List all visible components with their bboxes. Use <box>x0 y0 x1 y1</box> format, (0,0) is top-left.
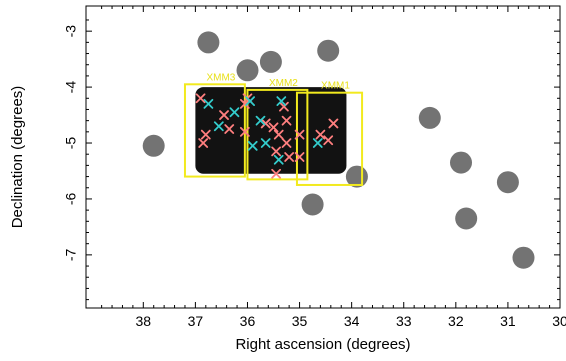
source-marker <box>229 107 240 118</box>
y-tick-label: -4 <box>63 81 79 94</box>
source-marker <box>279 101 289 112</box>
source-marker <box>328 118 339 129</box>
y-tick-label: -6 <box>63 193 79 206</box>
source-marker <box>294 152 305 162</box>
deep-pointing <box>236 59 259 82</box>
deep-pointing <box>317 39 340 62</box>
x-tick-label: 35 <box>292 313 308 329</box>
source-marker <box>239 98 250 109</box>
source-marker <box>294 129 305 140</box>
deep-pointing <box>512 246 535 269</box>
source-marker <box>200 129 211 140</box>
source-marker <box>281 138 292 148</box>
x-tick-label: 30 <box>552 313 566 329</box>
source-marker <box>255 115 266 126</box>
deep-pointing <box>259 50 282 73</box>
deep-pointing <box>142 134 165 157</box>
source-marker <box>203 98 214 109</box>
source-marker <box>284 152 295 162</box>
source-marker <box>224 124 235 134</box>
source-marker <box>273 154 284 165</box>
source-marker <box>273 129 284 140</box>
source-marker <box>271 168 282 179</box>
source-marker <box>271 146 282 157</box>
x-tick-label: 37 <box>188 313 204 329</box>
x-tick-label: 36 <box>240 313 256 329</box>
source-marker <box>260 138 271 148</box>
field-label-xmm2: XMM2 <box>269 78 298 89</box>
source-marker <box>213 121 224 132</box>
source-markers <box>195 93 339 179</box>
plot-frame <box>85 5 561 309</box>
deep-pointing <box>418 106 441 129</box>
source-marker <box>219 110 229 120</box>
axes: 38 37 36 35 34 33 32 31 30 -3 -4 -5 -6 -7 <box>63 6 566 329</box>
deep-pointing <box>197 31 220 54</box>
source-marker <box>315 129 326 140</box>
field-label-xmm3: XMM3 <box>206 72 235 83</box>
deep-pointing <box>455 207 478 230</box>
source-marker <box>245 96 255 106</box>
y-axis-label: Declination (degrees) <box>9 86 26 229</box>
source-marker <box>281 115 292 126</box>
x-tick-label: 34 <box>344 313 360 329</box>
source-marker <box>195 93 206 104</box>
source-marker <box>260 118 271 129</box>
y-tick-label: -3 <box>63 25 79 38</box>
source-marker <box>247 140 258 151</box>
source-marker <box>276 96 287 106</box>
field-box-xmm3 <box>183 83 246 178</box>
x-tick-label: 31 <box>500 313 516 329</box>
source-marker <box>239 126 250 137</box>
x-tick-label: 32 <box>448 313 464 329</box>
source-marker <box>312 138 323 148</box>
y-tick-label: -5 <box>63 137 79 150</box>
x-axis-label: Right ascension (degrees) <box>235 336 410 353</box>
field-box-xmm1 <box>295 91 364 186</box>
y-tick-label: -7 <box>63 248 79 261</box>
deep-pointing <box>301 193 324 216</box>
x-tick-label: 38 <box>136 313 152 329</box>
deep-pointing <box>450 151 472 174</box>
source-marker <box>268 122 279 133</box>
deep-pointing <box>496 171 519 194</box>
survey-coverage-tiles <box>142 31 535 269</box>
field-label-xmm1: XMM1 <box>321 81 350 92</box>
source-marker <box>198 138 209 148</box>
source-marker <box>323 135 334 146</box>
x-tick-label: 33 <box>396 313 412 329</box>
